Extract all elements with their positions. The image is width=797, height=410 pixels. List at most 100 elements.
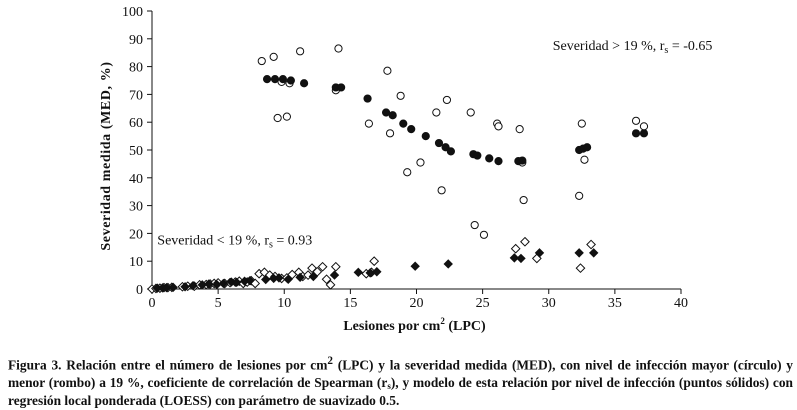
y-tick-label: 40 <box>129 172 143 187</box>
open-circle-point <box>257 56 266 66</box>
x-tick-label: 25 <box>476 296 490 311</box>
filled-diamond-point <box>188 280 198 291</box>
filled-diamond-point <box>168 282 178 293</box>
y-tick-label: 100 <box>122 5 143 20</box>
open-circle-point <box>575 191 584 200</box>
y-tick-label: 10 <box>129 255 143 270</box>
open-circle-point <box>515 125 524 134</box>
y-tick-label: 80 <box>129 61 143 76</box>
filled-circle-point <box>286 76 295 85</box>
open-circle-point <box>403 168 412 177</box>
open-diamond-point <box>575 263 586 274</box>
filled-diamond-point <box>589 248 599 258</box>
filled-circle-point <box>518 156 527 165</box>
filled-diamond-point <box>231 277 242 288</box>
open-diamond-point <box>325 279 336 290</box>
filled-circle-point <box>363 94 372 103</box>
filled-circle-point <box>494 157 503 166</box>
x-tick-label: 20 <box>410 296 424 311</box>
filled-circle-point <box>639 129 649 138</box>
filled-circle-point <box>388 111 397 120</box>
open-circle-point <box>432 108 441 117</box>
annotation-suffix: = -0.65 <box>668 39 712 54</box>
filled-diamond-point <box>443 259 453 269</box>
annotation-sub: s <box>664 45 668 56</box>
correlation-annotation: Severidad < 19 %, rs = 0.93 <box>157 234 312 251</box>
x-tick-label: 5 <box>215 296 222 311</box>
open-circle-point <box>442 95 452 105</box>
x-tick-label: 10 <box>277 296 291 311</box>
x-axis-label-suffix: (LPC) <box>445 319 486 334</box>
filled-circle-point <box>399 119 408 128</box>
filled-diamond-point <box>516 253 526 264</box>
annotation-sub: s <box>269 240 273 251</box>
correlation-annotation: Severidad > 19 %, rs = -0.65 <box>553 39 713 56</box>
open-diamond-point <box>520 236 530 247</box>
open-diamond-point <box>317 261 328 272</box>
filled-circle-point <box>381 108 391 117</box>
open-circle-point <box>466 108 475 117</box>
caption-prefix: Figura 3. Relación entre el número de le… <box>8 357 328 373</box>
y-tick-label: 70 <box>129 88 143 103</box>
filled-diamond-point <box>261 274 271 285</box>
filled-circle-point <box>407 125 416 134</box>
open-circle-point <box>383 66 392 75</box>
x-axis-label-sup: 2 <box>440 316 445 326</box>
open-circle-point <box>631 116 641 125</box>
open-circle-point <box>385 129 395 138</box>
filled-diamond-point <box>534 248 545 258</box>
x-tick-label: 0 <box>149 296 156 311</box>
annotation-suffix: = 0.93 <box>273 234 312 249</box>
axis-ticks: 0 5 10 15 20 25 30 35 40 0 10 20 30 40 50 60 70 80 90 100 <box>122 5 688 311</box>
filled-diamond-point <box>574 248 584 258</box>
x-tick-label: 40 <box>674 296 688 311</box>
y-axis-label: Severidad medida (MED, %) <box>99 61 114 250</box>
annotation-main: Severidad > 19 %, r <box>553 39 665 54</box>
filled-circle-point <box>434 138 444 148</box>
filled-circle-point <box>421 132 430 141</box>
filled-circle-point <box>299 79 309 88</box>
open-circle-point <box>416 158 425 167</box>
open-circle-point <box>479 230 489 239</box>
open-circle-point <box>494 122 503 131</box>
open-circle-point <box>269 52 278 61</box>
open-diamond-point <box>330 261 341 272</box>
y-tick-label: 60 <box>129 116 143 131</box>
open-circle-point <box>437 186 446 195</box>
open-circle-point <box>580 155 589 164</box>
data-points <box>147 44 649 294</box>
filled-circle-point <box>441 143 450 152</box>
x-axis-label-main: Lesiones por cm <box>343 319 440 334</box>
filled-diamond-point <box>161 282 172 293</box>
filled-diamond-point <box>410 261 420 271</box>
filled-circle-point <box>446 147 455 156</box>
y-tick-label: 30 <box>129 200 143 215</box>
y-tick-label: 50 <box>129 144 143 159</box>
x-tick-label: 30 <box>542 296 556 311</box>
filled-diamond-point <box>204 279 214 289</box>
caption-part2: (LPC) y la severidad medida (MED), con n… <box>8 357 794 391</box>
open-circle-point <box>519 195 528 205</box>
x-tick-label: 15 <box>343 296 357 311</box>
open-circle-point <box>296 47 305 56</box>
open-circle-point <box>282 112 291 121</box>
annotation-main: Severidad < 19 %, r <box>157 234 269 249</box>
caption-sub: s <box>387 381 391 392</box>
open-circle-point <box>577 119 586 128</box>
open-circle-point <box>273 113 282 123</box>
filled-diamond-point <box>509 253 520 263</box>
open-circle-point <box>470 220 479 230</box>
filled-diamond-point <box>329 270 340 280</box>
filled-diamond-point <box>308 271 319 282</box>
filled-diamond-point <box>372 267 382 277</box>
filled-circle-point <box>473 151 482 160</box>
filled-diamond-point <box>353 267 364 278</box>
filled-circle-point <box>337 83 346 92</box>
filled-diamond-point <box>283 274 293 284</box>
y-tick-label: 20 <box>129 227 143 242</box>
filled-circle-point <box>583 143 592 152</box>
caption-part3: ), y modelo de esta relación por nivel d… <box>8 375 794 409</box>
x-axis-label: Lesiones por cm2 (LPC) <box>343 316 486 334</box>
open-circle-point <box>639 122 649 131</box>
